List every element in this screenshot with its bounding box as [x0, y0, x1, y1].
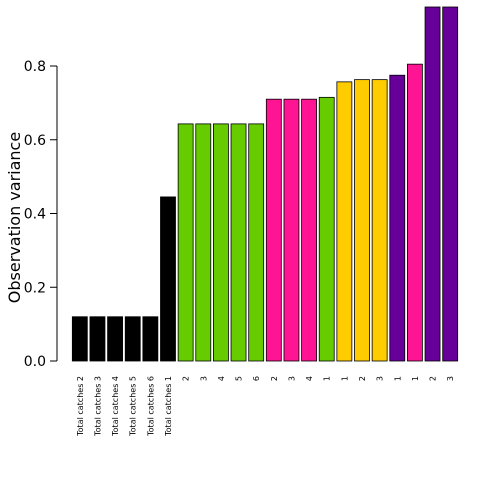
x-category-label: 1	[393, 376, 402, 381]
bar-6	[160, 196, 176, 362]
x-category-label: 4	[305, 376, 314, 381]
x-category-label: Total catches 6	[146, 376, 155, 437]
bar-3	[107, 316, 123, 362]
y-axis-ticks: 0.0 0.2 0.4 0.6 0.8	[24, 59, 57, 370]
x-category-label: Total catches 4	[111, 376, 120, 437]
x-category-label: 6	[252, 376, 261, 381]
bar-22	[442, 6, 459, 362]
x-category-label: 3	[376, 376, 385, 381]
bar-7	[177, 123, 194, 362]
bar-12	[265, 98, 282, 362]
x-category-label: 3	[287, 376, 296, 381]
bar-17	[354, 79, 370, 362]
bar-18	[371, 79, 388, 362]
bar-8	[195, 123, 212, 362]
bar-9	[213, 123, 229, 362]
y-tick-label: 0.4	[24, 207, 46, 223]
bar-2	[89, 316, 106, 362]
bar-19	[389, 74, 406, 362]
x-category-label: 2	[429, 376, 438, 381]
y-tick-label: 0.8	[24, 59, 46, 75]
y-tick-label: 0.2	[24, 280, 46, 296]
x-category-label: Total catches 5	[129, 376, 138, 437]
bar-1	[71, 316, 88, 362]
x-category-label: Total catches 3	[93, 376, 102, 437]
x-axis-labels: Total catches 2 Total catches 3 Total catc…	[76, 376, 455, 437]
bar-10	[230, 123, 247, 362]
x-category-label: 3	[446, 376, 455, 381]
bar-21	[424, 6, 441, 362]
bar-11	[248, 123, 265, 362]
x-category-label: 1	[340, 376, 349, 381]
bar-4	[124, 316, 141, 362]
bar-20	[407, 63, 423, 362]
y-tick-label: 0.6	[24, 133, 46, 149]
bar-13	[283, 98, 300, 362]
x-category-label: 1	[323, 376, 332, 381]
bar-5	[142, 316, 159, 362]
x-category-label: 2	[358, 376, 367, 381]
x-category-label: 1	[411, 376, 420, 381]
x-category-label: 2	[182, 376, 191, 381]
y-tick-label: 0.0	[24, 354, 46, 370]
bar-15	[318, 96, 335, 362]
bar-16	[336, 81, 353, 362]
x-category-label: 2	[270, 376, 279, 381]
bars-group	[71, 6, 459, 362]
y-axis-title: Observation variance	[5, 132, 24, 303]
x-category-label: Total catches 1	[164, 376, 173, 437]
x-category-label: Total catches 2	[76, 376, 85, 437]
x-category-label: 4	[217, 376, 226, 381]
x-category-label: 5	[235, 376, 244, 381]
x-category-label: 3	[199, 376, 208, 381]
bar-14	[301, 98, 317, 362]
